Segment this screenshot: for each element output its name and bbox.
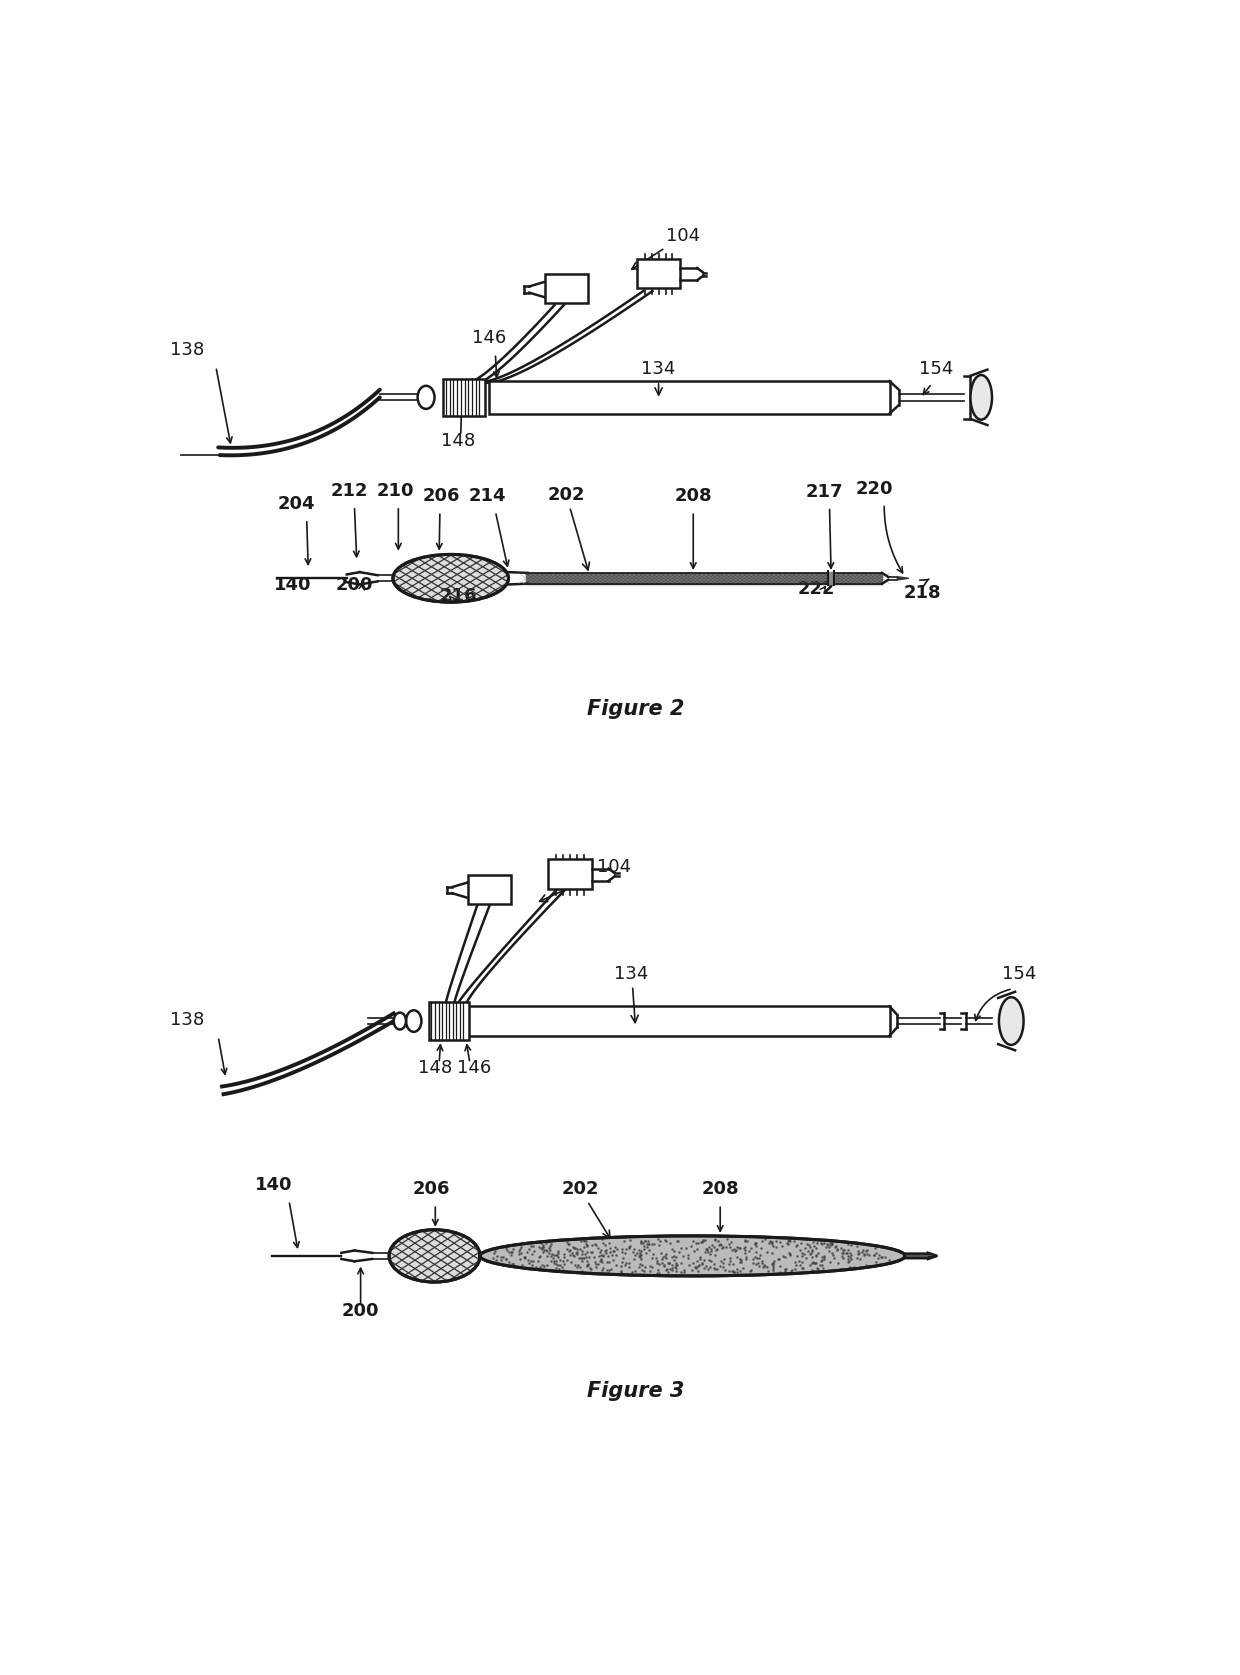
Text: 204: 204 bbox=[278, 496, 315, 513]
Text: 216: 216 bbox=[440, 588, 477, 605]
Text: 140: 140 bbox=[255, 1176, 293, 1194]
Ellipse shape bbox=[480, 1236, 905, 1276]
Text: 104: 104 bbox=[539, 859, 631, 901]
Bar bbox=[429, 1002, 469, 1040]
Text: 154: 154 bbox=[919, 360, 954, 379]
Ellipse shape bbox=[394, 1013, 405, 1030]
Text: 134: 134 bbox=[641, 360, 676, 395]
Bar bbox=[443, 379, 485, 415]
Bar bbox=[467, 874, 511, 904]
Text: 154: 154 bbox=[1002, 965, 1037, 983]
Text: 138: 138 bbox=[170, 342, 205, 358]
Text: 140: 140 bbox=[274, 576, 311, 595]
Text: 134: 134 bbox=[615, 965, 649, 1022]
Text: 210: 210 bbox=[377, 482, 414, 499]
Text: 208: 208 bbox=[702, 1181, 739, 1198]
Text: 200: 200 bbox=[342, 1301, 379, 1320]
Text: 138: 138 bbox=[170, 1012, 205, 1028]
Ellipse shape bbox=[389, 1229, 480, 1281]
Text: 206: 206 bbox=[423, 487, 460, 506]
Text: 202: 202 bbox=[562, 1181, 610, 1238]
Ellipse shape bbox=[971, 375, 992, 420]
Polygon shape bbox=[882, 576, 888, 583]
Text: 146: 146 bbox=[456, 1059, 491, 1077]
Bar bbox=[544, 275, 588, 303]
Text: Figure 2: Figure 2 bbox=[587, 698, 684, 719]
Text: 206: 206 bbox=[413, 1181, 450, 1198]
Text: 218: 218 bbox=[904, 580, 941, 601]
Text: 217: 217 bbox=[806, 482, 843, 501]
Text: 148: 148 bbox=[441, 432, 475, 451]
Bar bbox=[637, 258, 681, 288]
Text: 222: 222 bbox=[797, 580, 836, 598]
Text: 148: 148 bbox=[418, 1059, 453, 1077]
Ellipse shape bbox=[999, 997, 1023, 1045]
Text: 104: 104 bbox=[631, 228, 701, 270]
Ellipse shape bbox=[393, 554, 508, 603]
Text: 202: 202 bbox=[547, 486, 589, 570]
Ellipse shape bbox=[418, 385, 434, 409]
Text: 212: 212 bbox=[330, 482, 368, 499]
Text: 214: 214 bbox=[469, 487, 506, 506]
Polygon shape bbox=[882, 573, 888, 580]
Bar bbox=[490, 382, 889, 414]
Bar bbox=[459, 1007, 889, 1035]
Text: 208: 208 bbox=[675, 487, 712, 506]
Text: 146: 146 bbox=[472, 330, 506, 347]
Bar bbox=[548, 859, 591, 889]
FancyArrow shape bbox=[905, 1253, 937, 1260]
Polygon shape bbox=[898, 576, 909, 580]
Text: Figure 3: Figure 3 bbox=[587, 1380, 684, 1400]
Text: 220: 220 bbox=[856, 479, 893, 497]
Text: 200: 200 bbox=[336, 576, 373, 595]
Ellipse shape bbox=[405, 1010, 422, 1032]
